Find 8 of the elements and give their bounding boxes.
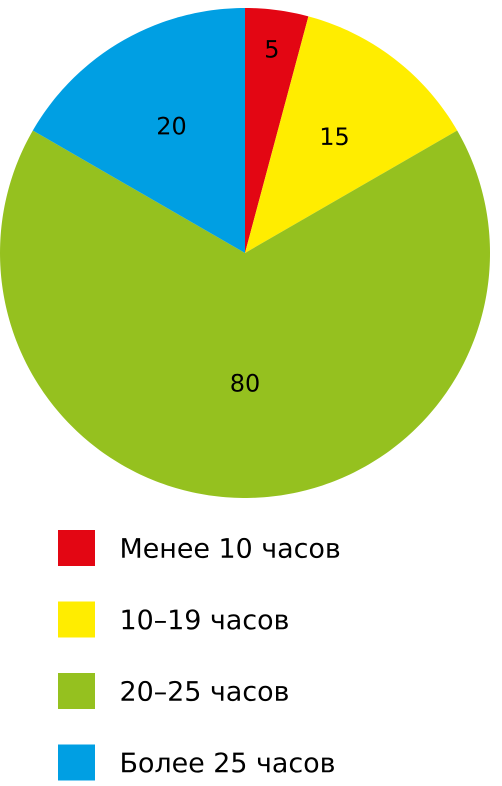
legend-label: 10–19 часов (122, 609, 288, 630)
data-label: 20 (158, 116, 186, 135)
data-label: 15 (322, 127, 348, 146)
legend-label: 20–25 часов (121, 680, 288, 702)
data-label: 80 (231, 374, 259, 392)
data-label: 5 (266, 40, 278, 58)
legend-label: Более 25 часов (122, 752, 334, 773)
legend-label: Менее 10 часов (122, 538, 340, 558)
